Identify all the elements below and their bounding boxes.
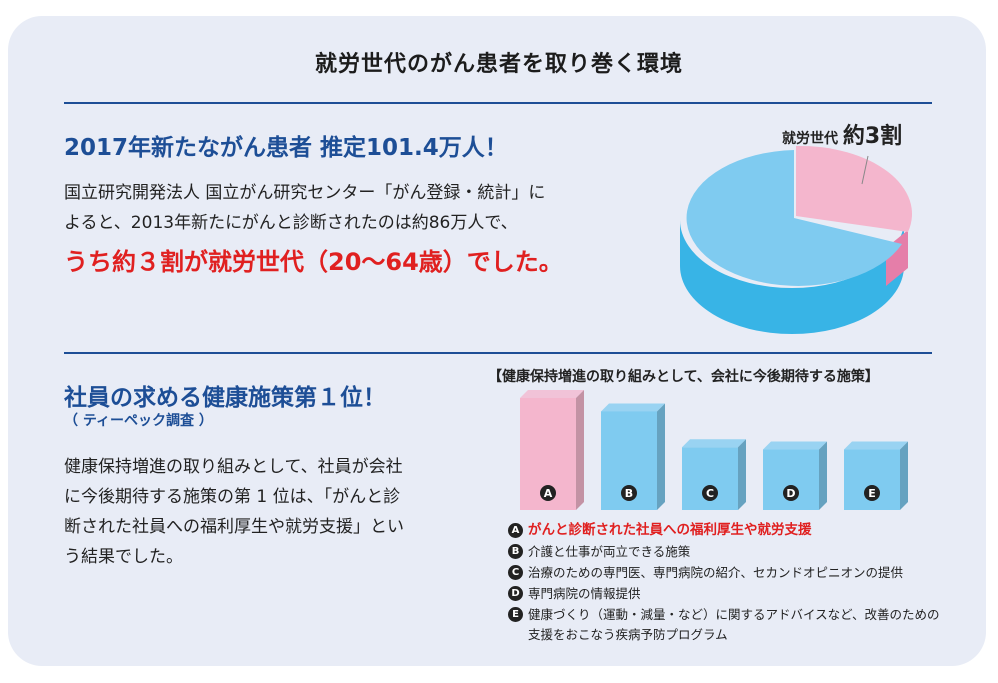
legend-text-c: 治療のための専門医、専門病院の紹介、セカンドオピニオンの提供 (528, 565, 904, 580)
section2-body-line1: 健康保持増進の取り組みとして、社員が会社 (64, 457, 403, 477)
section1-body-line1: 国立研究開発法人 国立がん研究センター「がん登録・統計」に (64, 183, 546, 203)
legend-mark-c: C (508, 565, 523, 580)
divider-middle (64, 352, 932, 354)
pie-chart (680, 145, 913, 334)
section2-subheading: （ ティーペック調査 ） (64, 413, 213, 429)
bar-chart-title: 【健康保持増進の取り組みとして、会社に今後期待する施策】 (488, 369, 879, 385)
bar-top-d (763, 441, 827, 450)
bar-side-b (657, 403, 665, 510)
legend-item-e: E 健康づくり（運動・減量・など）に関するアドバイスなど、改善のための (508, 604, 940, 625)
pie-slice-working (796, 145, 913, 232)
legend-item-b: B 介護と仕事が両立できる施策 (508, 541, 940, 562)
section1-highlight: うち約３割が就労世代（20〜64歳）でした。 (64, 248, 563, 276)
bar-label-b: B (625, 487, 633, 500)
pie-side-rest (680, 220, 904, 334)
pie-label-big: 約3割 (842, 124, 903, 149)
section2-heading: 社員の求める健康施策第１位！ (64, 385, 386, 411)
section1-heading: 2017年新たながん患者 推定101.4万人！ (64, 135, 508, 161)
legend-mark-e: E (508, 607, 523, 622)
legend-item-d: D 専門病院の情報提供 (508, 583, 940, 604)
section1-body-line2: よると、2013年新たにがんと診断されたのは約86万人で、 (64, 213, 518, 233)
bar-side-d (819, 441, 827, 510)
bar-top-e (844, 441, 908, 450)
legend-text-a: がんと診断された社員への福利厚生や就労支援 (528, 522, 812, 538)
legend-mark-d: D (508, 586, 523, 601)
bar-top-c (682, 439, 746, 448)
bar-chart: A B C D E (520, 390, 908, 510)
pie-label: 就労世代 約3割 (782, 118, 902, 150)
legend-mark-a: A (508, 523, 523, 538)
bar-label-d: D (786, 487, 795, 500)
section2-body-line3: 断された社員への福利厚生や就労支援」とい (64, 517, 404, 537)
bar-side-e (900, 441, 908, 510)
legend-text-d: 専門病院の情報提供 (528, 586, 641, 601)
legend-item-e-cont: 支援をおこなう疾病予防プログラム (528, 627, 728, 642)
bar-top-a (520, 390, 584, 398)
legend-item-a: A がんと診断された社員への福利厚生や就労支援 (508, 520, 940, 541)
bar-label-badge-d (783, 485, 799, 501)
legend-text-e-line1: 健康づくり（運動・減量・など）に関するアドバイスなど、改善のための (528, 607, 940, 622)
pie-slice-rest (686, 150, 902, 286)
bar-label-badge-a (540, 485, 556, 501)
legend-text-b: 介護と仕事が両立できる施策 (528, 544, 691, 559)
bar-side-a (576, 390, 584, 510)
bar-label-badge-e (864, 485, 880, 501)
background-panel (8, 16, 986, 666)
bar-label-badge-c (702, 485, 718, 501)
bar-label-a: A (544, 487, 553, 500)
bar-label-badge-b (621, 485, 637, 501)
pie-label-small: 就労世代 (782, 131, 838, 147)
bar-label-e: E (868, 487, 876, 500)
section2-body-line2: に今後期待する施策の第 1 位は、「がんと診 (64, 487, 401, 507)
legend-mark-b: B (508, 544, 523, 559)
bar-top-b (601, 403, 665, 412)
divider-top (64, 102, 932, 104)
page-title: 就労世代のがん患者を取り巻く環境 (314, 52, 683, 77)
bar-side-c (738, 439, 746, 510)
legend-item-c: C 治療のための専門医、専門病院の紹介、セカンドオピニオンの提供 (508, 562, 940, 583)
bar-chart-legend: A がんと診断された社員への福利厚生や就労支援 B 介護と仕事が両立できる施策 … (508, 520, 940, 645)
section2-body-line4: う結果でした。 (64, 547, 183, 567)
pie-label-leader (861, 155, 869, 185)
bar-label-c: C (706, 487, 714, 500)
